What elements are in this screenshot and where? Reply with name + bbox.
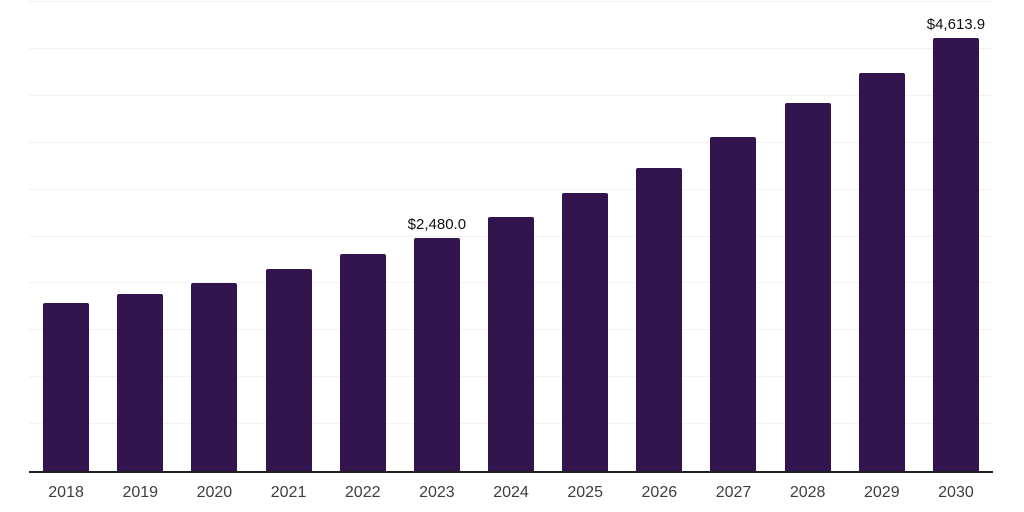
bar-2021	[265, 269, 312, 471]
gridline-5000	[29, 1, 993, 2]
bar-2024	[488, 216, 535, 471]
x-tick-2028: 2028	[789, 484, 826, 501]
bar-column-2029	[845, 2, 919, 471]
x-tick-2021: 2021	[270, 484, 307, 501]
x-tick-2023: 2023	[419, 484, 455, 501]
x-axis-labels: 2018 2019 2020 2021 2022 2023 2024 2025 2026 2027…	[29, 482, 993, 504]
bar-column-2025	[548, 2, 622, 471]
bar-2019	[117, 294, 164, 471]
bar-2022	[339, 254, 386, 471]
bar-column-2021	[251, 2, 325, 471]
x-tick-2029: 2029	[864, 484, 900, 501]
bar-column-2018	[29, 2, 103, 471]
bar-2023	[413, 238, 460, 471]
plot-area: $2,480.0 $4,613.9	[29, 1, 993, 473]
bar-column-2030: $4,613.9	[919, 2, 993, 471]
bar-column-2028	[771, 2, 845, 471]
x-tick-2025: 2025	[567, 484, 603, 501]
bar-column-2022	[326, 2, 400, 471]
x-tick-2019: 2019	[122, 484, 159, 501]
bar-2030	[932, 38, 979, 471]
x-tick-2030: 2030	[938, 484, 974, 501]
bar-column-2023: $2,480.0	[400, 2, 474, 471]
x-tick-2020: 2020	[196, 484, 233, 501]
bar-column-2024	[474, 2, 548, 471]
bar-column-2026	[622, 2, 696, 471]
x-tick-2024: 2024	[493, 484, 529, 501]
bar-2029	[858, 72, 905, 471]
bar-2025	[562, 192, 609, 471]
bar-column-2019	[103, 2, 177, 471]
gridline-3500	[29, 141, 993, 143]
bar-2026	[636, 167, 683, 471]
x-tick-2022: 2022	[344, 484, 381, 501]
data-label-2023: $2,480.0	[407, 216, 467, 234]
data-label-2030: $4,613.9	[926, 16, 986, 34]
bar-2027	[710, 136, 757, 471]
bar-2028	[784, 102, 831, 471]
gridline-4000	[29, 94, 993, 96]
bar-2018	[43, 303, 90, 471]
x-tick-2026: 2026	[641, 484, 678, 501]
bar-column-2027	[696, 2, 770, 471]
x-tick-2027: 2027	[715, 484, 752, 501]
gridline-4500	[29, 47, 993, 49]
gridline-3000	[29, 188, 993, 190]
bar-column-2020	[177, 2, 251, 471]
bar-2020	[191, 283, 238, 471]
x-tick-2018: 2018	[48, 484, 84, 501]
bars-container: $2,480.0 $4,613.9	[29, 2, 993, 471]
